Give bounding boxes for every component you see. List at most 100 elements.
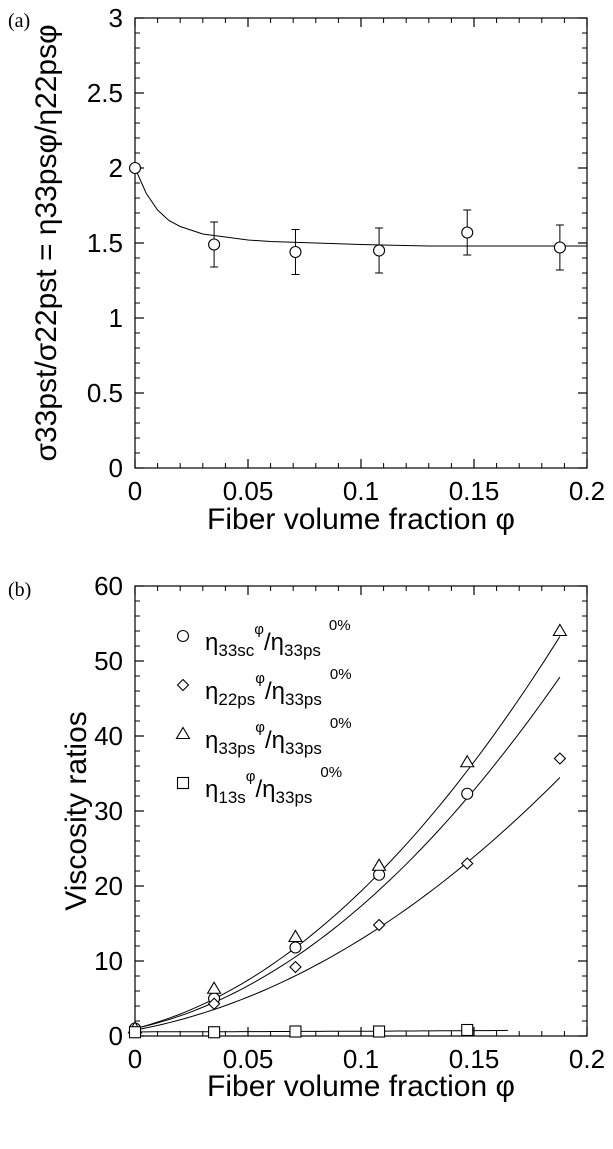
panel-b-y-tick-label: 30 — [94, 796, 123, 826]
legend-text-part: 33ps — [218, 739, 255, 758]
panel-a-data-point — [289, 245, 302, 259]
panel-b-fit-line — [134, 777, 561, 1031]
panel-a-y-tick-label: 3 — [109, 3, 123, 33]
panel-a-y-tick-label: 0.5 — [87, 378, 123, 408]
legend-text-part: φ — [255, 670, 265, 687]
legend-text-part: /η — [265, 678, 285, 705]
legend-marker-square — [176, 776, 190, 790]
panel-b-data-point-triangle — [552, 623, 568, 637]
panel-a-fit-line — [134, 167, 587, 247]
panel-a-x-ticks: 0 0.05 0.1 0.15 0.2 — [128, 18, 605, 506]
panel-a-x-tick-label: 0.2 — [569, 476, 605, 506]
panel-b-fit-curves — [134, 636, 561, 1033]
legend-entry: η33psφ/η33ps0% — [205, 715, 352, 758]
panel-b-data-point-triangle — [206, 981, 222, 994]
panel-b-data-point-diamond — [553, 752, 567, 765]
legend-text-part: φ — [246, 768, 256, 785]
panel-a: (a) 0 0.05 0.1 0.15 0.2 0 0.5 1 1.5 2 2.5 3 Fiber … — [8, 3, 605, 536]
panel-a-x-tick-label: 0 — [128, 476, 142, 506]
panel-a-x-tick-label: 0.15 — [449, 476, 500, 506]
panel-a-fit-curve — [134, 167, 587, 247]
legend-text-part: η — [205, 727, 218, 754]
legend-text-part: 33ps — [285, 739, 322, 758]
panel-a-y-tick-label: 2 — [109, 153, 123, 183]
panel-a-y-tick-label: 1 — [109, 303, 123, 333]
panel-b-x-axis-title: Fiber volume fraction φ — [207, 1070, 515, 1103]
legend-entry: η13sφ/η33ps 0% — [205, 764, 342, 807]
panel-a-data-point — [461, 226, 474, 239]
legend-text-part: η — [205, 678, 218, 705]
panel-a-y-tick-label: 2.5 — [87, 78, 123, 108]
panel-b-data-point-triangle — [287, 929, 303, 943]
legend-text-part: 13s — [218, 788, 245, 807]
panel-b-y-tick-label: 50 — [94, 646, 123, 676]
panel-b-fit-line — [134, 636, 561, 1029]
legend-text-part: φ — [255, 719, 265, 736]
panel-b-y-tick-label: 0 — [109, 1021, 123, 1051]
panel-b-data-point-square — [128, 1026, 142, 1039]
panel-b-data-point-circle — [461, 787, 474, 800]
panel-b-data-point-diamond — [460, 857, 474, 870]
legend-marker-triangle — [175, 726, 191, 740]
panel-a-y-axis-title: σ33pst/σ22pst = η33psφ/η22psφ — [30, 24, 63, 461]
legend-text-part: 33ps — [284, 641, 321, 660]
panel-a-x-tick-label: 0.05 — [223, 476, 274, 506]
legend-entry: η33scφ/η33ps 0% — [205, 617, 351, 660]
panel-a-data-point — [128, 161, 142, 175]
panel-a-y-ticks: 0 0.5 1 1.5 2 2.5 3 — [87, 3, 587, 483]
legend-text-part: 33ps — [276, 788, 313, 807]
panel-b-data-point-triangle — [459, 754, 475, 768]
legend-text-part: η — [205, 776, 218, 803]
panel-b-data-point-circle — [289, 941, 302, 954]
legend-text-part: φ — [254, 621, 264, 638]
panel-b-x-tick-label: 0 — [128, 1044, 142, 1074]
panel-b-legend: η33scφ/η33ps0%η22psφ/η33ps0%η33psφ/η33ps… — [175, 617, 352, 807]
panel-b-fit-line — [135, 1029, 508, 1033]
panel-b-x-ticks: 0 0.05 0.1 0.15 0.2 — [128, 586, 605, 1074]
legend-text-part: /η — [256, 776, 276, 803]
legend-marker-diamond — [176, 678, 190, 692]
panel-a-data-point — [208, 238, 221, 251]
panel-b-data-point-circle — [373, 868, 386, 881]
panel-b-data-point-square — [461, 1023, 474, 1037]
panel-b-y-tick-label: 10 — [94, 946, 123, 976]
panel-b-y-tick-label: 60 — [94, 571, 123, 601]
panel-b-x-tick-label: 0.15 — [449, 1044, 500, 1074]
panel-a-data-point — [373, 244, 386, 257]
panel-b-data-point-square — [373, 1025, 386, 1038]
panel-b-plot-frame — [134, 585, 588, 1037]
panel-b-label: (b) — [8, 579, 31, 601]
panel-b-y-axis-title: Viscosity ratios — [60, 711, 93, 911]
panel-b-data-point-triangle — [371, 858, 387, 871]
panel-b-data-point-square — [289, 1025, 302, 1038]
legend-text-part: /η — [264, 629, 284, 656]
panel-a-plot-frame — [134, 17, 588, 469]
panel-b-data-point-diamond — [372, 918, 386, 932]
panel-b-fit-line — [134, 676, 561, 1029]
panel-a-data-point — [553, 241, 566, 254]
legend-entry: η22psφ/η33ps 0% — [205, 666, 352, 709]
panel-b-data-point-square — [208, 1026, 221, 1039]
legend-text-part: 22ps — [218, 690, 255, 709]
panel-b-data-point-diamond — [289, 960, 302, 974]
panel-a-x-tick-label: 0.1 — [343, 476, 379, 506]
legend-text-part: 0% — [329, 617, 351, 634]
panel-a-y-tick-label: 1.5 — [87, 228, 123, 258]
panel-b-y-ticks: 0 10 20 30 40 50 60 — [94, 571, 587, 1051]
panel-b-y-tick-label: 40 — [94, 721, 123, 751]
legend-text-part: 33sc — [218, 641, 254, 660]
panel-b-data-point-diamond — [207, 997, 221, 1011]
panel-b-x-tick-label: 0.1 — [343, 1044, 379, 1074]
panel-a-x-axis-title: Fiber volume fraction φ — [207, 503, 515, 536]
panel-b-x-tick-label: 0.05 — [223, 1044, 274, 1074]
panel-a-label: (a) — [8, 10, 30, 32]
legend-text-part: 33ps — [285, 690, 322, 709]
panel-a-y-tick-label: 0 — [109, 453, 123, 483]
legend-text-part: 0% — [320, 764, 342, 781]
panel-b-data-points — [127, 623, 568, 1039]
panel-b-x-tick-label: 0.2 — [569, 1044, 605, 1074]
panel-b-y-tick-label: 20 — [94, 871, 123, 901]
panel-a-data-points — [128, 161, 566, 275]
